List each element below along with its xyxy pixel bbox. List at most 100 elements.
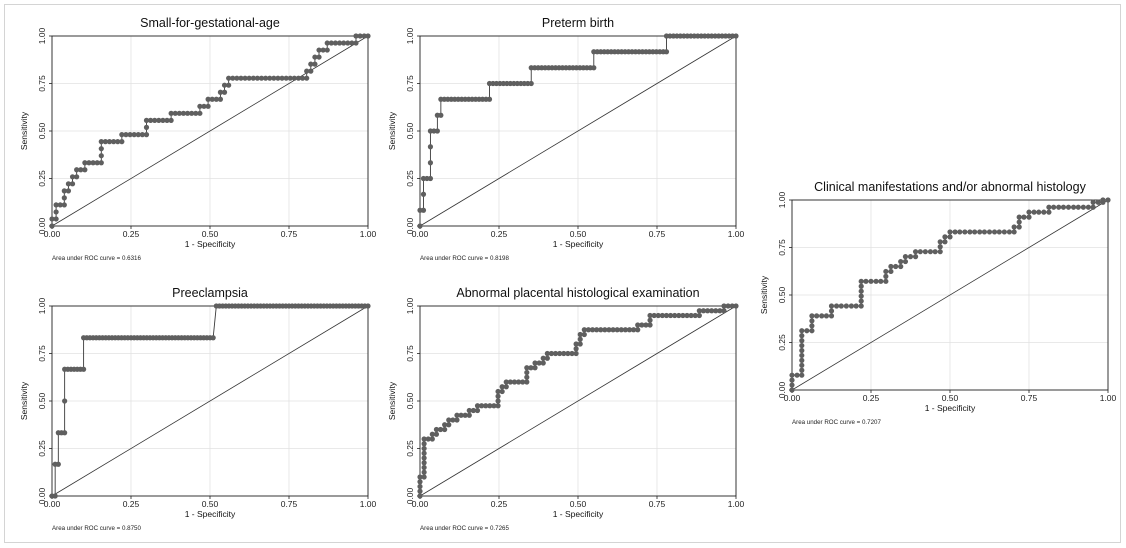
y-axis-label: Sensitivity xyxy=(19,381,29,420)
roc-point xyxy=(996,229,1002,235)
x-tick-label: 1.00 xyxy=(728,229,745,239)
x-tick-label: 0.50 xyxy=(202,499,219,509)
roc-point xyxy=(421,460,427,466)
roc-point xyxy=(466,407,472,414)
roc-point xyxy=(917,249,923,255)
x-tick-label: 0.25 xyxy=(491,499,508,509)
roc-point xyxy=(421,469,427,475)
roc-point xyxy=(581,327,587,333)
roc-point xyxy=(893,263,899,270)
roc-point xyxy=(721,308,727,314)
roc-point xyxy=(450,417,456,423)
roc-point xyxy=(858,293,864,299)
roc-point xyxy=(696,308,702,314)
roc-point xyxy=(952,229,958,235)
x-axis-label: 1 - Specificity xyxy=(553,239,604,249)
roc-point xyxy=(544,355,550,361)
roc-point xyxy=(238,75,244,81)
roc-point xyxy=(61,188,67,194)
roc-point xyxy=(591,65,597,71)
x-tick-label: 0.50 xyxy=(202,229,219,239)
roc-point xyxy=(221,89,228,95)
roc-point xyxy=(902,258,909,265)
roc-point xyxy=(799,357,805,363)
roc-point xyxy=(156,117,162,123)
roc-point xyxy=(135,132,141,138)
roc-point xyxy=(62,398,68,404)
roc-point xyxy=(647,322,653,328)
roc-point xyxy=(709,308,715,314)
roc-point xyxy=(1041,209,1047,215)
roc-point xyxy=(503,379,509,385)
roc-point xyxy=(427,144,434,150)
roc-point xyxy=(180,110,187,116)
roc-point xyxy=(275,75,281,81)
roc-point xyxy=(1031,209,1037,215)
roc-point xyxy=(102,139,109,145)
roc-point xyxy=(957,229,963,235)
roc-point xyxy=(610,327,616,333)
roc-point xyxy=(799,347,805,354)
roc-point xyxy=(794,372,800,378)
roc-point xyxy=(602,327,608,333)
roc-point xyxy=(858,298,864,304)
x-axis-label: 1 - Specificity xyxy=(553,509,604,519)
roc-point xyxy=(466,412,472,418)
x-tick-label: 0.50 xyxy=(942,393,959,403)
roc-point xyxy=(789,372,795,378)
roc-point xyxy=(883,268,889,275)
roc-point xyxy=(700,308,707,314)
roc-point xyxy=(947,234,953,240)
roc-point xyxy=(524,365,530,371)
roc-point xyxy=(659,312,665,319)
roc-point xyxy=(308,61,314,67)
roc-point xyxy=(279,75,285,81)
roc-point xyxy=(417,483,423,490)
chart-title: Clinical manifestations and/or abnormal … xyxy=(814,180,1086,194)
roc-point xyxy=(495,403,501,409)
roc-point xyxy=(287,75,293,81)
roc-point xyxy=(799,342,805,349)
roc-point xyxy=(420,207,427,213)
roc-point xyxy=(164,117,170,123)
roc-point xyxy=(647,312,653,319)
roc-point xyxy=(495,393,501,399)
roc-point xyxy=(94,160,100,166)
roc-point xyxy=(503,384,509,390)
roc-point xyxy=(1021,214,1027,220)
roc-point xyxy=(341,40,347,46)
roc-point xyxy=(853,303,859,309)
roc-point xyxy=(143,124,150,130)
roc-point xyxy=(160,117,166,123)
roc-point xyxy=(499,388,505,395)
roc-point xyxy=(888,268,894,275)
roc-point xyxy=(421,455,427,461)
roc-point xyxy=(804,328,810,334)
roc-point xyxy=(295,75,302,81)
x-tick-label: 0.75 xyxy=(649,229,666,239)
x-tick-label: 0.00 xyxy=(44,499,61,509)
roc-point xyxy=(123,132,129,138)
roc-point xyxy=(345,40,351,46)
roc-point xyxy=(189,110,195,116)
y-tick-label: 0.00 xyxy=(777,381,787,398)
roc-point xyxy=(927,249,934,255)
roc-point xyxy=(799,338,805,344)
roc-point xyxy=(230,75,236,81)
roc-point xyxy=(789,377,795,383)
y-axis-label: Sensitivity xyxy=(387,381,397,420)
roc-point xyxy=(713,308,719,314)
roc-point xyxy=(421,441,427,447)
roc-point xyxy=(267,75,273,81)
roc-point xyxy=(176,110,182,116)
roc-point xyxy=(569,350,575,357)
roc-point xyxy=(119,139,125,145)
roc-point xyxy=(193,110,199,116)
roc-point xyxy=(442,422,448,428)
roc-point xyxy=(548,350,555,357)
roc-point xyxy=(474,403,481,409)
roc-point xyxy=(635,322,641,328)
y-tick-label: 0.25 xyxy=(37,440,47,457)
roc-point xyxy=(1006,229,1013,235)
y-tick-label: 0.75 xyxy=(777,239,787,256)
